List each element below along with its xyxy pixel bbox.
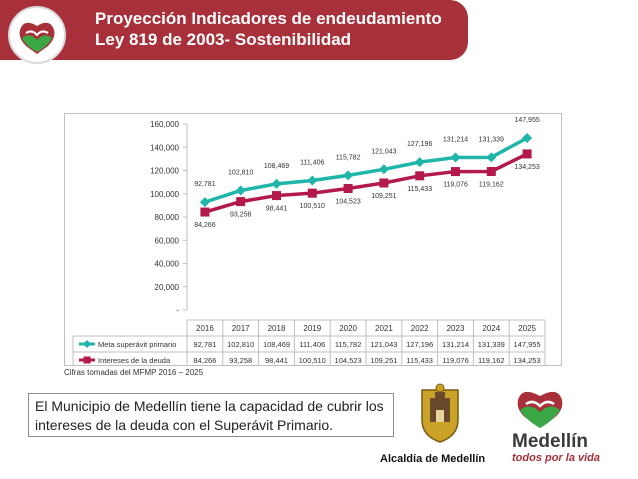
data-label: 131,339 (479, 136, 504, 143)
data-label: 121,043 (371, 148, 396, 155)
series-0-point (343, 170, 354, 181)
y-tick-label: - (176, 306, 179, 315)
data-label: 93,258 (230, 212, 252, 219)
data-label: 111,406 (300, 159, 324, 166)
x-tick-label: 2024 (482, 324, 500, 333)
series-0-point (235, 185, 246, 196)
data-label: 115,433 (407, 186, 432, 193)
table-cell: 84,266 (193, 356, 216, 365)
series-1-point (451, 167, 460, 177)
y-tick-label: 20,000 (155, 283, 180, 292)
series-1-point (379, 178, 389, 188)
data-label: 104,523 (335, 198, 360, 205)
y-tick-label: 40,000 (155, 260, 180, 269)
table-cell: 115,782 (335, 340, 362, 349)
series-0-point (307, 175, 318, 186)
table-cell: 121,043 (370, 340, 397, 349)
table-cell: 119,076 (442, 356, 469, 365)
series-0-point (450, 152, 461, 163)
note-box: El Municipio de Medellín tiene la capaci… (28, 393, 394, 437)
data-label: 108,469 (264, 163, 289, 170)
x-tick-label: 2017 (232, 324, 250, 333)
series-1-point (522, 149, 532, 159)
source-note: Cifras tomadas del MFMP 2016 – 2025 (64, 368, 204, 377)
y-tick-label: 80,000 (155, 213, 180, 222)
series-0-point (486, 152, 497, 163)
table-cell: 93,258 (229, 356, 252, 365)
data-label: 98,441 (266, 206, 288, 213)
series-1-point (272, 191, 281, 201)
x-tick-label: 2023 (447, 324, 465, 333)
data-label: 92,781 (194, 181, 216, 188)
x-tick-label: 2019 (303, 324, 321, 333)
x-tick-label: 2020 (339, 324, 357, 333)
x-tick-label: 2018 (268, 324, 286, 333)
data-label: 134,253 (514, 164, 539, 171)
data-label: 84,266 (194, 222, 216, 229)
y-tick-label: 100,000 (150, 190, 179, 199)
x-tick-label: 2022 (411, 324, 429, 333)
table-cell: 92,781 (193, 340, 216, 349)
series-1-point (200, 207, 210, 217)
data-label: 115,782 (336, 154, 361, 161)
data-label: 127,196 (407, 141, 432, 148)
series-0-point (414, 157, 425, 168)
page-title: Proyección Indicadores de endeudamiento … (95, 8, 442, 50)
medellin-heart-logo (8, 6, 66, 64)
medellin-logo-tagline: todos por la vida (512, 452, 601, 464)
table-cell: 111,406 (299, 340, 325, 349)
medellin-logo-name: Medellín (512, 431, 589, 452)
table-cell: 102,810 (227, 340, 254, 349)
series-1-point (486, 166, 496, 176)
table-cell: 108,469 (263, 340, 290, 349)
series-0-point (199, 197, 210, 208)
table-cell: 134,253 (514, 356, 541, 365)
x-tick-label: 2016 (196, 324, 214, 333)
legend-label-1: Intereses de la deuda (98, 356, 171, 365)
table-cell: 131,214 (442, 340, 469, 349)
alcaldia-label: Alcaldía de Medellín (380, 453, 486, 465)
title-line-2: Ley 819 de 2003- Sostenibilidad (95, 30, 352, 49)
table-cell: 109,251 (370, 356, 397, 365)
line-chart: - 20,000 40,000 60,000 80,000 100,000 120,000 1… (72, 117, 546, 369)
series-1-point (415, 171, 425, 181)
series-0-point (378, 164, 389, 175)
data-label: 109,251 (371, 193, 396, 200)
data-label: 131,214 (443, 136, 468, 143)
data-label: 100,510 (300, 203, 325, 210)
legend-marker-0 (83, 340, 91, 348)
series-line-1 (204, 152, 528, 214)
series-1-point (343, 183, 353, 193)
y-tick-label: 160,000 (150, 120, 179, 129)
legend-label-0: Meta superávit primario (98, 340, 176, 349)
table-cell: 98,441 (265, 356, 288, 365)
data-label: 147,955 (514, 117, 539, 124)
y-tick-label: 120,000 (150, 167, 179, 176)
table-cell: 100,510 (299, 356, 326, 365)
data-label: 119,162 (479, 181, 504, 188)
table-cell: 131,339 (478, 340, 505, 349)
series-0-point (271, 178, 282, 189)
x-tick-label: 2021 (375, 324, 393, 333)
data-label: 102,810 (228, 169, 253, 176)
table-cell: 115,433 (406, 356, 433, 365)
series-line-0 (204, 136, 528, 204)
table-cell: 119,162 (478, 356, 505, 365)
table-cell: 147,955 (514, 340, 541, 349)
series-1-point (307, 188, 317, 198)
title-line-1: Proyección Indicadores de endeudamiento (95, 9, 442, 28)
table-cell: 127,196 (406, 340, 433, 349)
chart-container: - 20,000 40,000 60,000 80,000 100,000 120,000 1… (64, 113, 562, 369)
x-tick-label: 2025 (518, 324, 536, 333)
y-tick-label: 140,000 (150, 143, 179, 152)
coat-of-arms-icon (421, 383, 459, 443)
series-0-point (522, 133, 533, 144)
medellin-heart-icon (517, 391, 563, 428)
data-label: 119,076 (443, 182, 468, 189)
legend-marker-1 (83, 356, 91, 364)
y-tick-label: 60,000 (155, 236, 180, 245)
series-1-point (236, 197, 246, 207)
title-banner: Proyección Indicadores de endeudamiento … (0, 0, 468, 64)
table-cell: 104,523 (335, 356, 362, 365)
